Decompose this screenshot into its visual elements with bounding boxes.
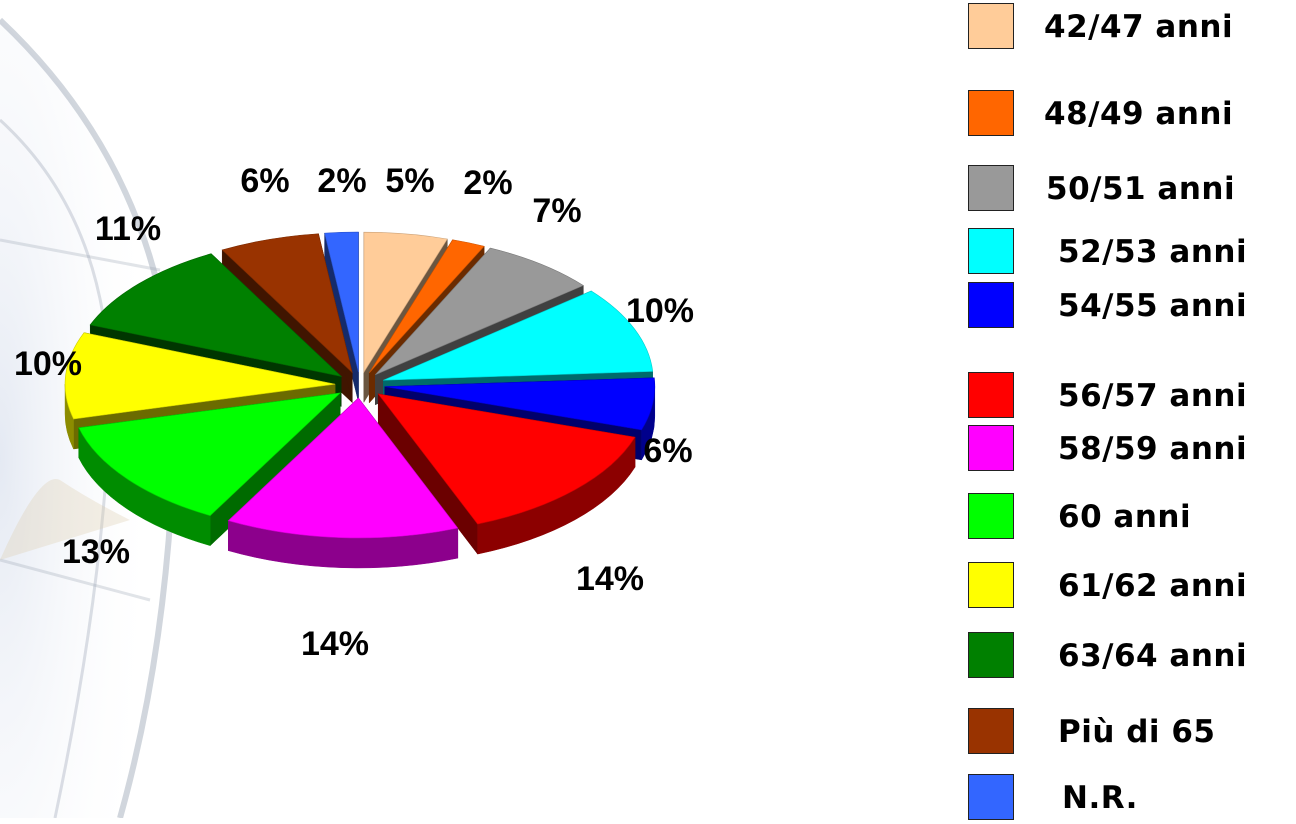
- legend-item: N.R.: [966, 774, 1296, 824]
- legend-swatch: [968, 165, 1014, 211]
- slice-percent-label: 14%: [576, 560, 644, 598]
- legend-label: 52/53 anni: [1058, 234, 1248, 270]
- legend-swatch: [968, 282, 1014, 328]
- pie-slice-top: [383, 290, 654, 381]
- legend-swatch: [968, 372, 1014, 418]
- pie-slice-top: [368, 239, 485, 374]
- legend-swatch: [968, 708, 1014, 754]
- legend-label: 42/47 anni: [1044, 9, 1234, 45]
- legend-swatch: [968, 425, 1014, 471]
- legend-label: 56/57 anni: [1058, 378, 1248, 414]
- legend-item: 63/64 anni: [966, 632, 1296, 682]
- legend-item: 60 anni: [966, 493, 1296, 543]
- slice-percent-label: 10%: [14, 345, 82, 383]
- legend-item: 54/55 anni: [966, 282, 1296, 332]
- legend-label: N.R.: [1062, 780, 1138, 816]
- legend-item: 56/57 anni: [966, 372, 1296, 422]
- legend-label: Più di 65: [1058, 714, 1216, 750]
- legend-swatch: [968, 90, 1014, 136]
- legend-label: 61/62 anni: [1058, 568, 1248, 604]
- legend-swatch: [968, 562, 1014, 608]
- legend-item: 42/47 anni: [966, 3, 1296, 53]
- legend-label: 48/49 anni: [1044, 96, 1234, 132]
- pie-slice: [78, 392, 342, 547]
- legend-label: 63/64 anni: [1058, 638, 1248, 674]
- slice-percent-label: 13%: [62, 533, 130, 571]
- legend-item: 50/51 anni: [966, 165, 1296, 215]
- slice-percent-label: 14%: [301, 625, 369, 663]
- pie-slice-top: [384, 377, 656, 431]
- legend-item: 61/62 anni: [966, 562, 1296, 612]
- pie-slice: [227, 397, 459, 569]
- legend-label: 58/59 anni: [1058, 431, 1248, 467]
- slice-percent-label: 5%: [385, 162, 434, 200]
- legend-item: 58/59 anni: [966, 425, 1296, 475]
- pie-slice-top: [89, 253, 343, 377]
- pie-slice-top: [363, 231, 448, 374]
- slice-percent-label: 11%: [95, 210, 161, 248]
- legend-label: 60 anni: [1058, 499, 1192, 535]
- legend-label: 54/55 anni: [1058, 288, 1248, 324]
- pie-slice-top: [377, 393, 636, 525]
- legend-swatch: [968, 228, 1014, 274]
- pie-chart: 5% 2% 7% 10% 6% 14% 14% 13% 10% 11% 6% 2%: [14, 162, 694, 663]
- legend-item: 52/53 anni: [966, 228, 1296, 278]
- pie-slice: [377, 393, 636, 555]
- slice-percent-label: 7%: [532, 192, 581, 230]
- pie-slice-top: [221, 233, 353, 374]
- legend-item: 48/49 anni: [966, 90, 1296, 140]
- pie-slice-top: [227, 397, 459, 539]
- pie-slice: [324, 231, 359, 403]
- pie-slice-top: [375, 247, 585, 376]
- pie-slice-top: [78, 392, 342, 516]
- slice-percent-label: 10%: [626, 292, 694, 330]
- legend-label: 50/51 anni: [1046, 171, 1236, 207]
- legend-swatch: [968, 3, 1014, 49]
- slice-percent-label: 2%: [463, 164, 512, 202]
- legend-swatch: [968, 774, 1014, 820]
- legend-swatch: [968, 632, 1014, 678]
- slice-percent-label: 6%: [240, 162, 289, 200]
- legend-item: Più di 65: [966, 708, 1296, 758]
- legend-swatch: [968, 493, 1014, 539]
- pie-slice-top: [324, 231, 359, 373]
- slice-percent-label: 2%: [317, 162, 366, 200]
- pie-slice-top: [64, 332, 336, 420]
- slice-percent-label: 6%: [643, 432, 692, 470]
- chart-legend: 42/47 anni 48/49 anni 50/51 anni 52/53 anni…: [966, 0, 1296, 820]
